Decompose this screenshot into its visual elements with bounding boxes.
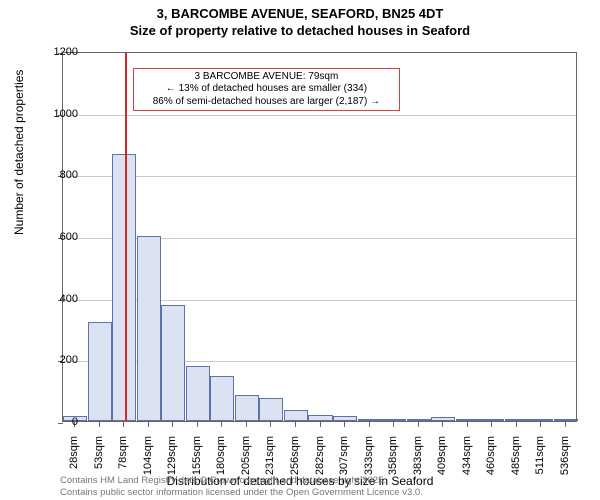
x-tick-mark — [295, 422, 296, 427]
histogram-bar — [529, 419, 553, 421]
x-tick-mark — [467, 422, 468, 427]
x-tick-label: 282sqm — [314, 436, 326, 486]
x-tick-mark — [344, 422, 345, 427]
x-tick-label: 511sqm — [534, 436, 546, 486]
x-tick-mark — [172, 422, 173, 427]
x-tick-label: 358sqm — [387, 436, 399, 486]
y-tick-label: 600 — [28, 231, 78, 243]
y-tick-label: 800 — [28, 169, 78, 181]
x-tick-label: 434sqm — [461, 436, 473, 486]
x-tick-label: 383sqm — [412, 436, 424, 486]
x-tick-label: 205sqm — [240, 436, 252, 486]
x-tick-mark — [270, 422, 271, 427]
title-line-2: Size of property relative to detached ho… — [0, 23, 600, 38]
x-tick-mark — [369, 422, 370, 427]
footer-line-2: Contains public sector information licen… — [60, 487, 423, 498]
x-tick-label: 180sqm — [215, 436, 227, 486]
histogram-bar — [137, 236, 161, 421]
x-tick-mark — [565, 422, 566, 427]
x-tick-mark — [491, 422, 492, 427]
annot-line-3: 86% of semi-detached houses are larger (… — [139, 96, 395, 109]
histogram-bar — [333, 416, 357, 421]
x-tick-mark — [148, 422, 149, 427]
marker-line — [125, 53, 127, 421]
x-tick-label: 155sqm — [191, 436, 203, 486]
x-tick-mark — [123, 422, 124, 427]
histogram-bar — [88, 322, 112, 421]
annotation-box: 3 BARCOMBE AVENUE: 79sqm← 13% of detache… — [133, 68, 401, 112]
x-tick-mark — [246, 422, 247, 427]
histogram-bar — [554, 419, 578, 421]
annot-line-2: ← 13% of detached houses are smaller (33… — [139, 83, 395, 96]
x-tick-mark — [516, 422, 517, 427]
x-tick-mark — [197, 422, 198, 427]
y-tick-label: 400 — [28, 293, 78, 305]
gridline — [63, 176, 576, 177]
x-tick-label: 129sqm — [166, 436, 178, 486]
x-tick-mark — [540, 422, 541, 427]
x-tick-mark — [221, 422, 222, 427]
y-tick-label: 1000 — [28, 108, 78, 120]
histogram-bar — [210, 376, 234, 421]
x-tick-label: 231sqm — [264, 436, 276, 486]
x-tick-label: 409sqm — [436, 436, 448, 486]
x-tick-label: 53sqm — [93, 436, 105, 486]
annot-line-1: 3 BARCOMBE AVENUE: 79sqm — [139, 71, 395, 84]
plot-region: 3 BARCOMBE AVENUE: 79sqm← 13% of detache… — [62, 52, 577, 422]
histogram-bar — [186, 366, 210, 422]
x-tick-mark — [442, 422, 443, 427]
x-tick-mark — [99, 422, 100, 427]
chart-title: 3, BARCOMBE AVENUE, SEAFORD, BN25 4DT Si… — [0, 0, 600, 38]
x-tick-label: 78sqm — [117, 436, 129, 486]
histogram-bar — [308, 415, 332, 421]
histogram-bar — [358, 419, 382, 421]
x-tick-mark — [320, 422, 321, 427]
histogram-bar — [407, 419, 431, 421]
histogram-bar — [259, 398, 283, 421]
histogram-bar — [382, 419, 406, 421]
title-line-1: 3, BARCOMBE AVENUE, SEAFORD, BN25 4DT — [0, 6, 600, 21]
x-tick-label: 307sqm — [338, 436, 350, 486]
x-tick-label: 485sqm — [510, 436, 522, 486]
x-tick-mark — [393, 422, 394, 427]
x-tick-mark — [418, 422, 419, 427]
histogram-bar — [284, 410, 308, 421]
histogram-bar — [161, 305, 185, 421]
x-tick-label: 536sqm — [559, 436, 571, 486]
y-axis-title: Number of detached properties — [12, 70, 26, 235]
x-tick-label: 333sqm — [363, 436, 375, 486]
histogram-bar — [456, 419, 480, 421]
histogram-bar — [505, 419, 529, 421]
y-tick-label: 1200 — [28, 46, 78, 58]
histogram-bar — [480, 419, 504, 421]
histogram-bar — [431, 417, 455, 421]
histogram-bar — [235, 395, 259, 421]
x-tick-label: 104sqm — [142, 436, 154, 486]
y-tick-label: 200 — [28, 354, 78, 366]
gridline — [63, 115, 576, 116]
x-tick-label: 28sqm — [68, 436, 80, 486]
y-tick-label: 0 — [28, 416, 78, 428]
chart-area: 3 BARCOMBE AVENUE: 79sqm← 13% of detache… — [62, 52, 577, 422]
x-tick-label: 256sqm — [289, 436, 301, 486]
x-tick-label: 460sqm — [485, 436, 497, 486]
